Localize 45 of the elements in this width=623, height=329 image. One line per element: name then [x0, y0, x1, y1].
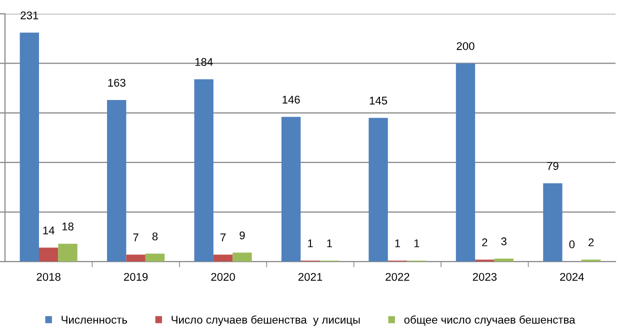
data-label: 7 — [220, 234, 226, 242]
data-label: 7 — [133, 234, 138, 242]
x-tick-label: 2020 — [211, 272, 235, 281]
data-label: 2 — [588, 238, 594, 246]
data-label: 14 — [43, 226, 54, 234]
data-label: 1 — [327, 240, 332, 248]
data-label: 145 — [370, 96, 388, 105]
bar — [20, 32, 39, 262]
data-label: 2 — [482, 238, 488, 246]
legend-label: Число случаев бешенства у лисицы — [172, 315, 360, 326]
bar — [145, 254, 165, 262]
data-label: 1 — [308, 240, 313, 248]
x-tick-label: 2019 — [124, 272, 148, 281]
data-label: 0 — [569, 240, 575, 248]
x-tick-label: 2022 — [386, 272, 410, 281]
data-label: 146 — [282, 96, 300, 104]
data-label: 3 — [501, 237, 506, 246]
data-label: 200 — [456, 42, 474, 50]
bar — [107, 100, 126, 262]
bar — [213, 254, 233, 262]
legend-label: общее число случаев бешенства — [404, 315, 576, 326]
data-label: 1 — [395, 240, 400, 248]
x-tick-label: 2021 — [298, 272, 322, 281]
bar — [39, 248, 58, 262]
bar — [456, 63, 476, 262]
x-tick-label: 2018 — [36, 272, 60, 281]
data-label: 231 — [20, 11, 38, 20]
bar — [232, 252, 252, 262]
data-label: 9 — [240, 231, 245, 240]
bar — [58, 244, 78, 262]
data-label: 79 — [547, 162, 558, 170]
data-label: 1 — [414, 240, 420, 248]
bar — [368, 118, 388, 262]
bar — [281, 116, 301, 262]
bar — [126, 254, 146, 262]
data-label: 18 — [62, 222, 74, 230]
x-tick-label: 2024 — [560, 272, 584, 281]
data-label: 184 — [195, 58, 213, 66]
legend-label: Численность — [62, 316, 128, 324]
data-label: 163 — [108, 78, 126, 87]
bar — [494, 258, 514, 262]
bar — [543, 183, 562, 262]
bar — [194, 79, 214, 262]
x-tick-label: 2023 — [472, 272, 497, 281]
data-label: 8 — [152, 232, 158, 240]
